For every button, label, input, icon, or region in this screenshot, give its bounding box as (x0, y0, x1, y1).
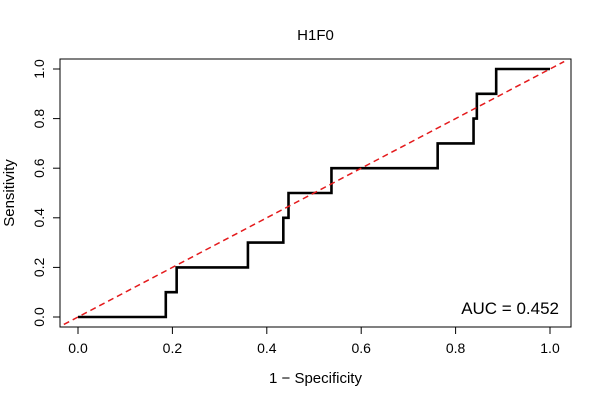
y-tick-label: 0.8 (31, 109, 47, 129)
y-axis: 0.0 0.2 0.4 0.6 0.8 1.0 (31, 59, 61, 327)
x-tick-label: 1.0 (540, 340, 560, 356)
x-tick-label: 0.0 (68, 340, 88, 356)
series-layer (63, 60, 565, 326)
x-tick-label: 0.8 (446, 340, 466, 356)
x-tick-label: 0.2 (163, 340, 183, 356)
x-axis: 0.0 0.2 0.4 0.6 0.8 1.0 (68, 326, 560, 356)
y-tick-label: 0.0 (31, 307, 47, 327)
roc-curve-line (78, 67, 550, 319)
y-tick-label: 0.4 (31, 208, 47, 228)
y-tick-label: 0.6 (31, 158, 47, 178)
reference-diagonal-line (63, 60, 565, 326)
x-tick-label: 0.4 (257, 340, 277, 356)
y-axis-title: Sensitivity (1, 159, 18, 227)
x-tick-label: 0.6 (351, 340, 371, 356)
auc-annotation: AUC = 0.452 (461, 299, 559, 318)
x-axis-title: 1 − Specificity (269, 370, 362, 387)
y-tick-label: 0.2 (31, 257, 47, 277)
chart-title: H1F0 (297, 27, 334, 44)
y-tick-label: 1.0 (31, 59, 47, 79)
